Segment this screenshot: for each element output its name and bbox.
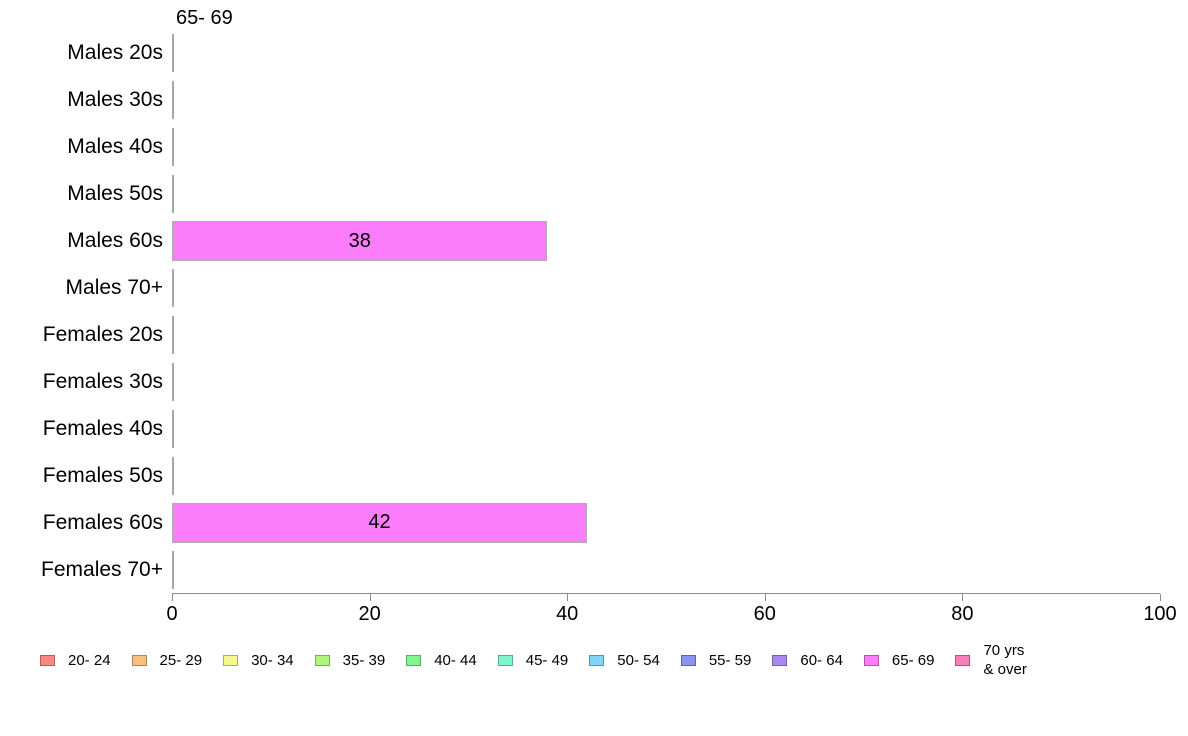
x-axis-tick	[764, 594, 766, 601]
x-axis-tick	[172, 594, 173, 601]
category-row: Males 70+	[66, 265, 1160, 312]
data-bar: 42	[172, 502, 587, 543]
x-axis-tick	[1160, 594, 1161, 601]
zero-value-bar	[172, 34, 174, 73]
category-label: Females 40s	[42, 416, 163, 440]
x-axis-tick	[962, 594, 964, 601]
zero-value-bar	[172, 315, 174, 354]
legend-item: 60- 64	[772, 651, 843, 670]
legend-item-label: 55- 59	[708, 651, 752, 669]
legend-swatch	[863, 654, 879, 666]
legend-item: 35- 39	[314, 651, 386, 670]
legend-swatch	[223, 654, 239, 666]
legend-item-label: 20- 24	[68, 651, 111, 669]
legend-item-label: 70 yrs & over	[983, 641, 1026, 679]
category-label: Males 20s	[67, 41, 163, 65]
legend-item: 25- 29	[131, 651, 203, 670]
x-axis-tick-label: 20	[358, 603, 381, 625]
category-row: Females 20s	[43, 312, 1160, 359]
x-axis-tick-label: 80	[951, 603, 974, 625]
legend-item: 50- 54	[589, 651, 660, 670]
category-label: Females 30s	[42, 369, 163, 393]
zero-value-bar	[172, 409, 174, 448]
x-axis-line	[172, 593, 1160, 594]
legend-swatch	[955, 654, 971, 666]
legend-item: 20- 24	[40, 651, 111, 670]
legend-label-line: 70 yrs	[983, 642, 1025, 659]
legend: 20- 24 25- 29 30- 34 35- 39 40- 44 45- 49 50- …	[40, 638, 1048, 682]
category-label: Females 50s	[42, 463, 163, 487]
category-row: Females 50s	[43, 452, 1160, 499]
legend-swatch	[589, 654, 605, 666]
category-row: Females 30s	[43, 358, 1160, 405]
legend-item-label: 40- 44	[434, 651, 477, 669]
chart-title: 65- 69	[176, 7, 233, 29]
legend-item: 55- 59	[680, 651, 752, 670]
x-axis-tick-label: 40	[556, 603, 579, 625]
legend-item-label: 60- 64	[800, 651, 843, 669]
category-row: Males 60s 38	[67, 218, 1160, 265]
zero-value-bar	[172, 456, 174, 495]
legend-swatch	[131, 654, 147, 666]
zero-value-bar	[172, 550, 174, 589]
zero-value-bar	[172, 362, 174, 401]
legend-item-label: 25- 29	[159, 651, 203, 669]
category-row: Males 50s	[67, 171, 1160, 218]
legend-label-line: & over	[983, 661, 1027, 678]
category-label: Males 70+	[65, 276, 163, 300]
legend-swatch	[497, 654, 513, 666]
category-label: Females 70+	[41, 557, 163, 581]
zero-value-bar	[172, 81, 174, 120]
legend-item: 30- 34	[223, 651, 294, 670]
category-row: Females 70+	[41, 546, 1160, 593]
category-label: Females 20s	[42, 322, 163, 346]
x-axis-tick	[567, 594, 569, 601]
legend-item-label: 45- 49	[525, 651, 569, 669]
category-row: Males 30s	[67, 77, 1160, 124]
legend-swatch	[772, 654, 788, 666]
legend-swatch	[680, 654, 696, 666]
category-label: Females 60s	[42, 510, 163, 534]
bar-value-label: 42	[368, 511, 391, 534]
zero-value-bar	[172, 269, 174, 308]
category-label: Males 60s	[67, 229, 163, 253]
category-row: Females 60s 42	[43, 499, 1160, 546]
category-label: Males 40s	[67, 135, 163, 159]
category-label: Males 50s	[67, 182, 163, 206]
legend-swatch	[314, 654, 330, 666]
legend-item: 70 yrs & over	[955, 641, 1027, 679]
legend-item-label: 35- 39	[342, 651, 386, 669]
category-row: Females 40s	[43, 405, 1160, 452]
x-axis-tick	[369, 594, 371, 601]
legend-item-label: 50- 54	[617, 651, 660, 669]
legend-item: 65- 69	[863, 651, 935, 670]
category-label: Males 30s	[67, 88, 163, 112]
category-row: Males 40s	[67, 124, 1160, 171]
legend-swatch	[40, 654, 55, 666]
x-axis-tick-label: 0	[166, 603, 178, 625]
category-row: Males 20s	[67, 30, 1160, 77]
legend-swatch	[406, 654, 422, 666]
legend-item-label: 30- 34	[251, 651, 294, 669]
legend-item-label: 65- 69	[891, 651, 935, 669]
plot-area: Males 20s Males 30s Males 40s Males 50s Male…	[41, 30, 1160, 593]
zero-value-bar	[172, 175, 174, 214]
legend-item: 45- 49	[497, 651, 569, 670]
x-axis-tick-label: 100	[1143, 603, 1177, 625]
zero-value-bar	[172, 128, 174, 167]
data-bar: 38	[172, 221, 548, 262]
legend-item: 40- 44	[406, 651, 477, 670]
x-axis-tick-label: 60	[753, 603, 776, 625]
bar-value-label: 38	[348, 229, 371, 252]
